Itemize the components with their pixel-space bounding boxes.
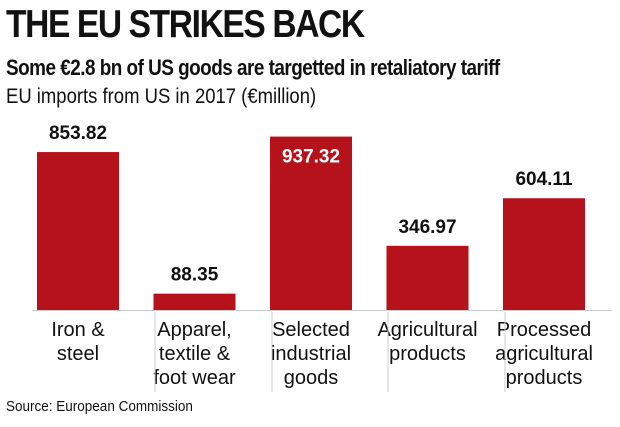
category-label-1-2: foot wear <box>153 367 236 389</box>
category-label-3-0: Agricultural <box>377 319 477 341</box>
category-label-4-1: agricultural <box>495 343 593 365</box>
bar-4 <box>503 198 585 310</box>
category-label-2-2: goods <box>284 367 339 389</box>
source-note: Source: European Commission <box>6 398 193 415</box>
data-label-2: 937.32 <box>282 147 340 168</box>
chart-description: EU imports from US in 2017 (€million) <box>6 85 317 108</box>
bar-3 <box>386 245 469 310</box>
data-label-1: 88.35 <box>171 265 219 286</box>
bar-2 <box>270 136 352 310</box>
category-label-2-1: industrial <box>271 343 351 365</box>
category-label-4-0: Processed <box>497 319 592 341</box>
category-label-0-0: Iron & <box>51 319 105 341</box>
chart-subtitle: Some €2.8 bn of US goods are targetted i… <box>6 55 500 80</box>
category-label-0-1: steel <box>57 343 99 365</box>
data-label-3: 346.97 <box>398 217 456 238</box>
data-label-0: 853.82 <box>49 123 107 144</box>
bar-0 <box>37 152 119 310</box>
category-label-3-1: products <box>389 343 466 365</box>
category-label-4-2: products <box>506 367 583 389</box>
category-label-2-0: Selected <box>272 319 350 341</box>
chart-title: THE EU STRIKES BACK <box>6 3 365 46</box>
category-label-1-1: textile & <box>159 343 231 365</box>
bar-1 <box>153 293 236 310</box>
category-label-1-0: Apparel, <box>157 319 232 341</box>
data-label-4: 604.11 <box>515 169 572 190</box>
